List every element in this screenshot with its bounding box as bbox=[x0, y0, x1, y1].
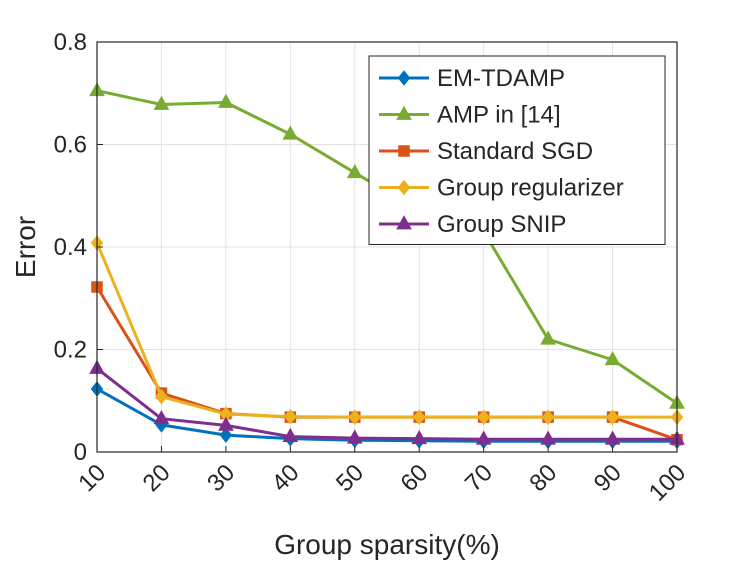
data-point bbox=[540, 330, 556, 345]
legend-swatch-marker bbox=[397, 179, 411, 196]
data-point bbox=[282, 427, 299, 443]
x-tick-label: 40 bbox=[267, 459, 305, 497]
legend: EM-TDAMP AMP in [14] Standard SGD Group reg… bbox=[368, 55, 666, 245]
legend-entry: Standard SGD bbox=[379, 138, 593, 165]
legend-label: Standard SGD bbox=[437, 138, 593, 165]
y-tick-label: 0.4 bbox=[54, 234, 87, 261]
x-tick-label: 100 bbox=[644, 459, 691, 506]
x-tick-label: 60 bbox=[395, 459, 433, 497]
legend-label: Group SNIP bbox=[437, 211, 566, 238]
data-point bbox=[412, 409, 426, 425]
data-point bbox=[604, 430, 621, 445]
legend-swatch-marker bbox=[396, 215, 412, 230]
data-point bbox=[218, 93, 234, 108]
series-line bbox=[96, 387, 677, 443]
data-point bbox=[219, 427, 233, 443]
y-tick-label: 0 bbox=[74, 439, 87, 466]
series-layer bbox=[89, 81, 685, 450]
y-tick-label: 0.8 bbox=[54, 29, 87, 56]
legend-swatch-marker bbox=[397, 70, 411, 86]
data-point bbox=[218, 416, 234, 431]
data-point bbox=[282, 125, 299, 140]
legend-swatch-marker bbox=[398, 145, 410, 157]
series-line bbox=[96, 367, 677, 441]
legend-entry: EM-TDAMP bbox=[379, 65, 565, 92]
data-point bbox=[540, 430, 556, 445]
data-point bbox=[284, 408, 297, 425]
legend-label: AMP in [14] bbox=[437, 102, 561, 129]
y-axis-title: Error bbox=[10, 216, 41, 278]
data-point bbox=[541, 409, 555, 425]
x-axis-title: Group sparsity(%) bbox=[274, 529, 500, 560]
data-point bbox=[348, 409, 362, 425]
x-tick-label: 80 bbox=[524, 459, 562, 497]
x-tick-label: 70 bbox=[460, 459, 498, 497]
data-point bbox=[153, 95, 170, 110]
legend-swatch-marker bbox=[396, 105, 412, 120]
data-point bbox=[155, 388, 168, 405]
x-tick-label: 20 bbox=[138, 459, 176, 497]
data-point bbox=[346, 429, 363, 444]
data-point bbox=[411, 429, 428, 445]
y-tick-label: 0.2 bbox=[54, 337, 87, 364]
data-point bbox=[475, 430, 492, 445]
x-tick-label: 90 bbox=[589, 459, 627, 497]
legend-entry: AMP in [14] bbox=[379, 102, 561, 129]
legend-entry: Group SNIP bbox=[379, 211, 566, 238]
x-tick-label: 30 bbox=[202, 459, 240, 497]
y-tick-label: 0.6 bbox=[54, 132, 87, 159]
data-point bbox=[346, 163, 363, 179]
x-tick-label: 50 bbox=[331, 459, 369, 497]
data-point bbox=[153, 409, 170, 425]
data-point bbox=[604, 351, 621, 366]
data-point bbox=[477, 409, 490, 425]
legend-label: EM-TDAMP bbox=[437, 65, 565, 92]
legend-label: Group regularizer bbox=[437, 175, 624, 202]
series-line bbox=[95, 242, 677, 419]
legend-entry: Group regularizer bbox=[379, 175, 624, 202]
data-point bbox=[606, 409, 619, 425]
series-3 bbox=[90, 235, 684, 425]
